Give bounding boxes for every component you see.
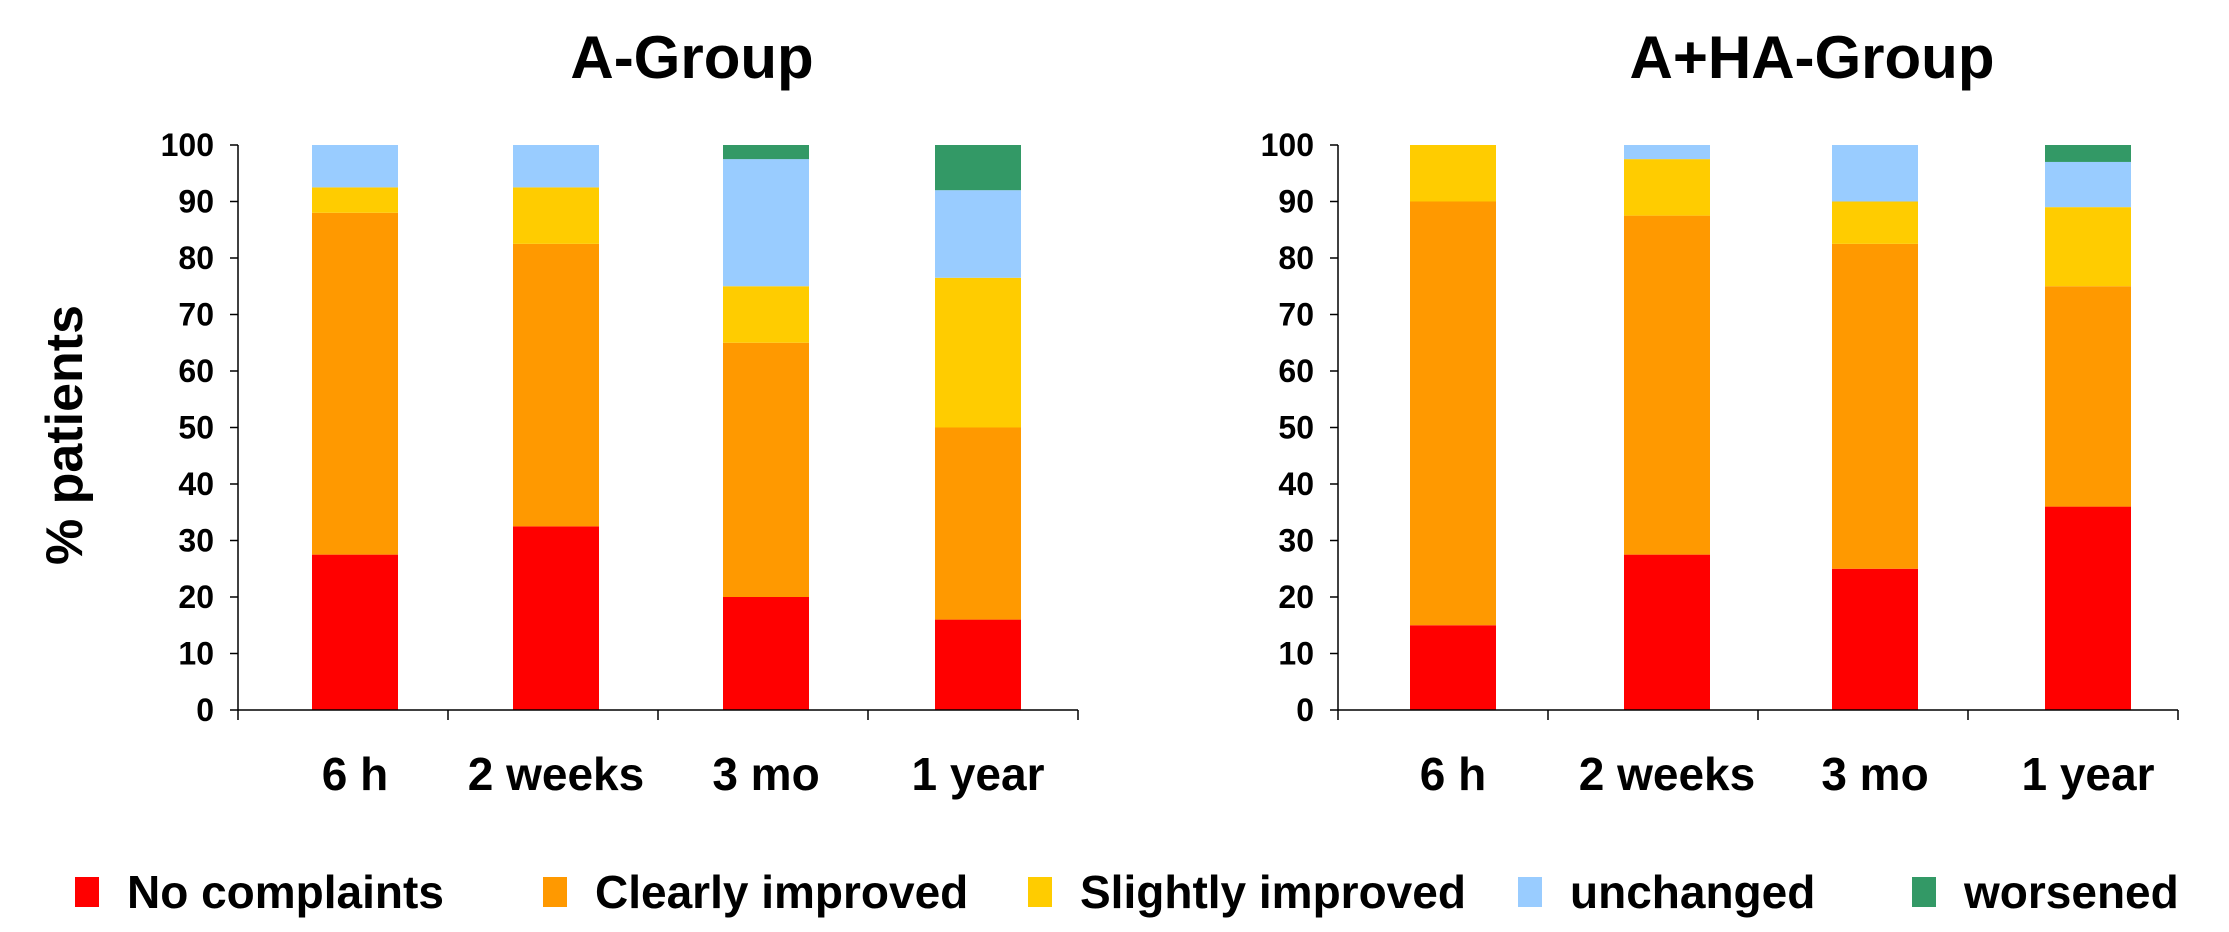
x-tick-label: 1 year [2021,748,2154,800]
y-tick-label: 60 [1278,353,1314,389]
bar-no-complaints-6-h [312,554,398,710]
legend-label-clearly-improved: Clearly improved [595,866,969,918]
bar-slightly-improved-2-weeks [1624,159,1710,216]
legend-swatch-slightly-improved [1028,877,1052,907]
bar-slightly-improved-6-h [1410,145,1496,202]
bar-no-complaints-2-weeks [1624,554,1710,710]
bar-slightly-improved-1-year [935,277,1021,428]
legend-swatch-worsened [1912,877,1936,907]
bar-worsened-1-year [2045,145,2131,162]
chart-legend: No complaints Clearly improved Slightly … [0,862,2229,922]
x-tick-label: 2 weeks [468,748,644,800]
x-tick-label: 3 mo [1821,748,1928,800]
bar-worsened-3-mo [723,145,809,160]
y-tick-label: 0 [1296,692,1314,728]
bar-no-complaints-6-h [1410,625,1496,710]
y-tick-label: 100 [1261,127,1314,163]
y-tick-label: 20 [1278,579,1314,615]
legend-label-unchanged: unchanged [1570,866,1816,918]
bar-unchanged-3-mo [723,159,809,287]
bar-clearly-improved-6-h [312,212,398,555]
x-tick-label: 3 mo [712,748,819,800]
bar-slightly-improved-1-year [2045,207,2131,287]
bar-no-complaints-1-year [2045,506,2131,710]
y-tick-label: 40 [1278,466,1314,502]
bar-no-complaints-1-year [935,619,1021,710]
x-tick-label: 6 h [322,748,388,800]
bar-unchanged-2-weeks [513,145,599,188]
y-tick-label: 20 [178,579,214,615]
bar-clearly-improved-3-mo [1832,243,1918,569]
bar-slightly-improved-6-h [312,187,398,213]
y-tick-label: 100 [161,127,214,163]
legend-item-slightly-improved: Slightly improved [1028,862,1466,922]
legend-item-unchanged: unchanged [1518,862,1815,922]
y-tick-label: 60 [178,353,214,389]
y-tick-label: 30 [1278,523,1314,559]
chart-panel-a-ha-group: A+HA-Group 0 10 20 30 40 50 60 70 80 90 100 6 h 2 wee… [1261,24,2179,800]
bar-clearly-improved-2-weeks [1624,215,1710,555]
bar-no-complaints-3-mo [723,597,809,710]
bar-slightly-improved-3-mo [1832,201,1918,244]
bar-unchanged-2-weeks [1624,145,1710,160]
x-tick-label: 6 h [1420,748,1486,800]
x-tick-label: 2 weeks [1579,748,1755,800]
y-tick-label: 80 [178,240,214,276]
y-tick-label: 50 [178,410,214,446]
bar-unchanged-3-mo [1832,145,1918,202]
bar-no-complaints-3-mo [1832,568,1918,710]
y-tick-label: 10 [178,636,214,672]
bar-clearly-improved-1-year [935,427,1021,620]
y-tick-label: 50 [1278,410,1314,446]
y-tick-label: 70 [178,297,214,333]
y-tick-label: 90 [1278,184,1314,220]
bar-clearly-improved-3-mo [723,342,809,597]
legend-label-no-complaints: No complaints [127,866,444,918]
legend-label-slightly-improved: Slightly improved [1080,866,1466,918]
legend-item-worsened: worsened [1912,862,2179,922]
chart-title: A-Group [570,24,813,91]
y-tick-label: 40 [178,466,214,502]
legend-item-clearly-improved: Clearly improved [543,862,968,922]
y-tick-label: 0 [196,692,214,728]
bar-unchanged-1-year [935,190,1021,278]
bar-slightly-improved-3-mo [723,286,809,343]
bar-unchanged-6-h [312,145,398,188]
bar-clearly-improved-6-h [1410,201,1496,626]
bar-clearly-improved-1-year [2045,286,2131,507]
y-tick-label: 90 [178,184,214,220]
bar-no-complaints-2-weeks [513,526,599,710]
bar-slightly-improved-2-weeks [513,187,599,244]
chart-panel-a-group: A-Group % patients 0 10 20 30 40 50 60 70 80 90 100 6… [36,24,1079,800]
legend-swatch-no-complaints [75,877,99,907]
legend-swatch-unchanged [1518,877,1542,907]
legend-swatch-clearly-improved [543,877,567,907]
bar-unchanged-1-year [2045,161,2131,208]
chart-title: A+HA-Group [1630,24,1995,91]
x-tick-label: 1 year [911,748,1044,800]
y-axis-label: % patients [36,305,94,565]
y-tick-label: 30 [178,523,214,559]
bar-clearly-improved-2-weeks [513,243,599,527]
y-tick-label: 70 [1278,297,1314,333]
legend-item-no-complaints: No complaints [75,862,444,922]
y-tick-label: 10 [1278,636,1314,672]
bar-worsened-1-year [935,145,1021,191]
legend-label-worsened: worsened [1964,866,2179,918]
y-tick-label: 80 [1278,240,1314,276]
